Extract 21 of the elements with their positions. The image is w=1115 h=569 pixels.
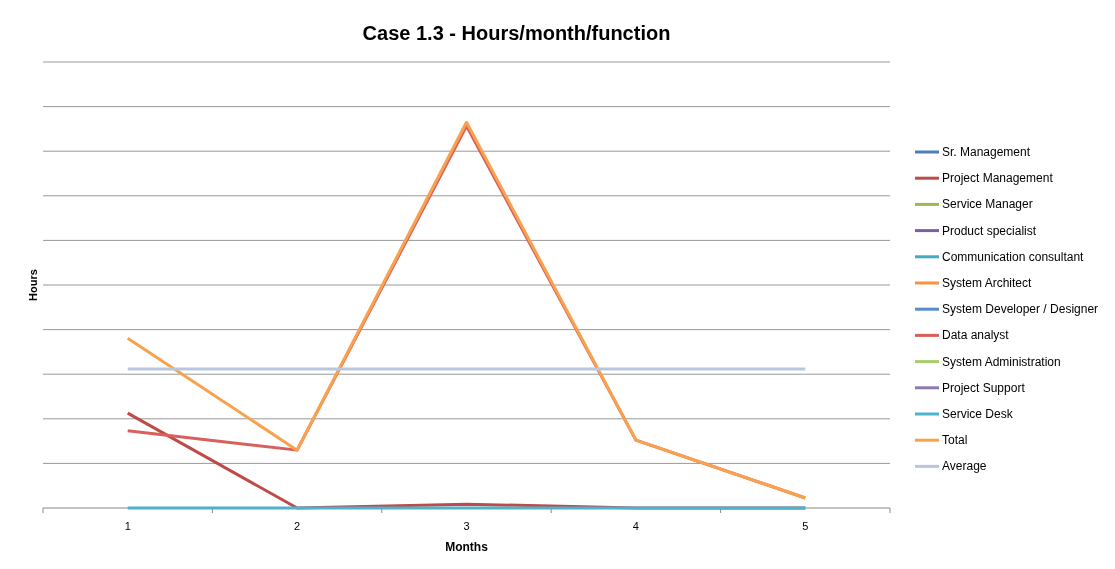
legend-label: Service Desk (942, 407, 1014, 421)
legend-label: Project Management (942, 171, 1054, 186)
legend-label: System Developer / Designer (942, 302, 1099, 317)
x-tick-label: 2 (294, 520, 301, 532)
x-tick-label: 4 (632, 520, 639, 532)
legend-label: Communication consultant (942, 249, 1085, 264)
legend-label: Sr. Management (942, 145, 1031, 159)
chart-title: Case 1.3 - Hours/month/function (362, 22, 671, 44)
x-tick-label: 5 (802, 520, 809, 532)
legend-label: Total (942, 433, 968, 448)
legend-label: System Administration (942, 354, 1061, 369)
x-tick-label: 1 (124, 520, 131, 532)
legend-label: Data analyst (942, 328, 1010, 343)
legend-label: Service Manager (942, 197, 1033, 212)
legend-label: Average (942, 459, 987, 474)
x-tick-label: 3 (463, 520, 470, 532)
legend-label: Project Support (942, 380, 1026, 395)
y-axis-title: Hours (27, 269, 39, 301)
x-axis-title: Months (445, 540, 489, 554)
legend-label: Product specialist (942, 223, 1037, 238)
legend-label: System Architect (942, 276, 1033, 290)
